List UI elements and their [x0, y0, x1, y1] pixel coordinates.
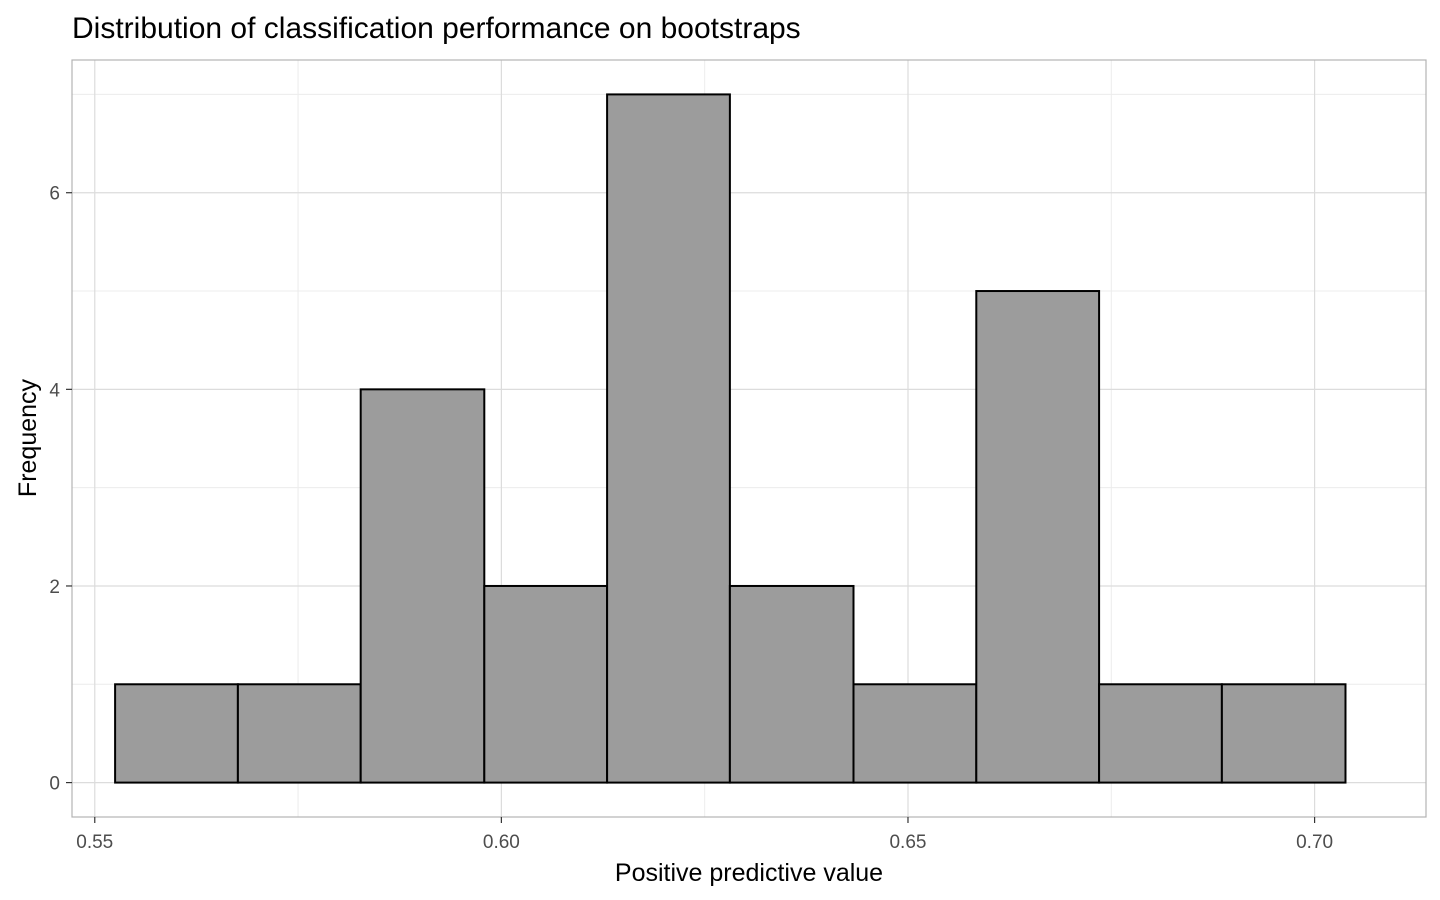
x-axis-ticks: 0.55 0.60 0.65 0.70: [76, 817, 1333, 853]
x-tick-label: 0.55: [76, 832, 113, 853]
x-tick-label: 0.70: [1296, 832, 1333, 853]
x-tick-label: 0.60: [483, 832, 520, 853]
histogram-bar-8: [975, 290, 1101, 784]
y-tick-label: 6: [49, 184, 60, 205]
histogram-bar-9: [1098, 683, 1223, 784]
histogram-bar-6: [728, 584, 855, 784]
histogram-bars: [114, 93, 1347, 784]
y-axis-ticks: 0 2 4 6: [49, 184, 72, 795]
x-axis-title: Positive predictive value: [615, 859, 883, 887]
histogram-bar-3: [359, 388, 486, 784]
histogram-bar-1: [114, 683, 239, 784]
histogram-bar-4: [483, 584, 609, 784]
y-tick-label: 2: [49, 577, 60, 598]
y-tick-label: 0: [49, 774, 60, 795]
y-axis-title: Frequency: [14, 378, 42, 497]
x-tick-label: 0.65: [889, 832, 926, 853]
histogram-bar-10: [1220, 683, 1347, 784]
panel-border: [71, 59, 1427, 818]
chart-title: Distribution of classification performan…: [72, 12, 801, 45]
y-tick-label: 4: [49, 380, 60, 401]
histogram-bar-2: [236, 683, 362, 784]
histogram-bar-7: [852, 683, 978, 784]
histogram-bar-5: [606, 93, 731, 784]
